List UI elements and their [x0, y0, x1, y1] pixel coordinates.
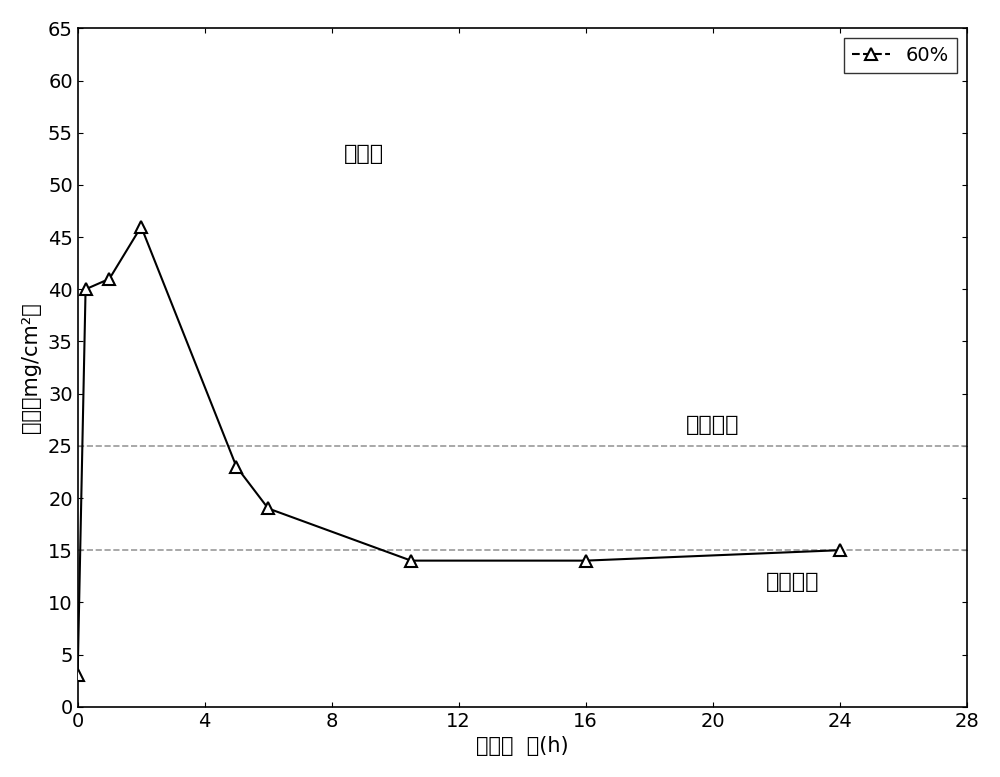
Y-axis label: 失重（mg/cm²）: 失重（mg/cm²）: [21, 302, 41, 433]
Text: 不敏感区: 不敏感区: [765, 572, 819, 591]
Legend: 60%: 60%: [844, 38, 957, 72]
Text: 敏感区: 敏感区: [343, 144, 384, 164]
Text: 介敏感区: 介敏感区: [686, 415, 739, 435]
X-axis label: 退火时  间(h): 退火时 间(h): [476, 736, 569, 756]
